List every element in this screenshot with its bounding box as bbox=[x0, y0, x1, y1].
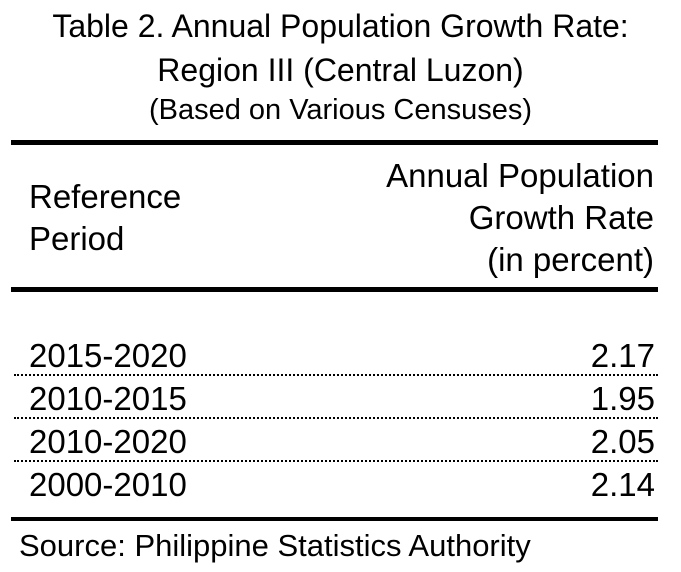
table-title-line-2: Region III (Central Luzon) bbox=[157, 52, 524, 88]
header-left-line-2: Period bbox=[29, 220, 125, 257]
row-period: 2015-2020 bbox=[29, 337, 187, 374]
table-row: 2015-2020 2.17 bbox=[14, 333, 658, 376]
row-rate: 1.95 bbox=[590, 380, 655, 417]
row-rate: 2.17 bbox=[590, 337, 655, 374]
table-row: 2010-2020 2.05 bbox=[14, 419, 658, 462]
header-right-line-1: Annual Population bbox=[386, 157, 654, 194]
header-right-line-2: Growth Rate bbox=[468, 199, 654, 236]
header-right-line-3: (in percent) bbox=[487, 241, 654, 278]
table-row: 2010-2015 1.95 bbox=[14, 376, 658, 419]
source-note: Source: Philippine Statistics Authority bbox=[19, 528, 531, 563]
table-title: Table 2. Annual Population Growth Rate: … bbox=[0, 4, 681, 128]
header-left-line-1: Reference bbox=[29, 178, 182, 215]
table-subtitle: (Based on Various Censuses) bbox=[148, 94, 533, 126]
column-header-reference-period: Reference Period bbox=[29, 176, 329, 260]
header-rule bbox=[11, 287, 658, 292]
row-rate: 2.05 bbox=[590, 423, 655, 460]
row-period: 2010-2020 bbox=[29, 423, 187, 460]
row-period: 2010-2015 bbox=[29, 380, 187, 417]
row-period: 2000-2010 bbox=[29, 466, 187, 503]
table-row: 2000-2010 2.14 bbox=[14, 462, 658, 505]
top-rule bbox=[11, 140, 658, 145]
table-body: 2015-2020 2.17 2010-2015 1.95 2010-2020 … bbox=[14, 333, 658, 505]
bottom-rule bbox=[11, 517, 658, 521]
column-header-growth-rate: Annual Population Growth Rate (in percen… bbox=[294, 155, 654, 281]
row-rate: 2.14 bbox=[590, 466, 655, 503]
table-title-line-1: Table 2. Annual Population Growth Rate: bbox=[52, 8, 629, 44]
